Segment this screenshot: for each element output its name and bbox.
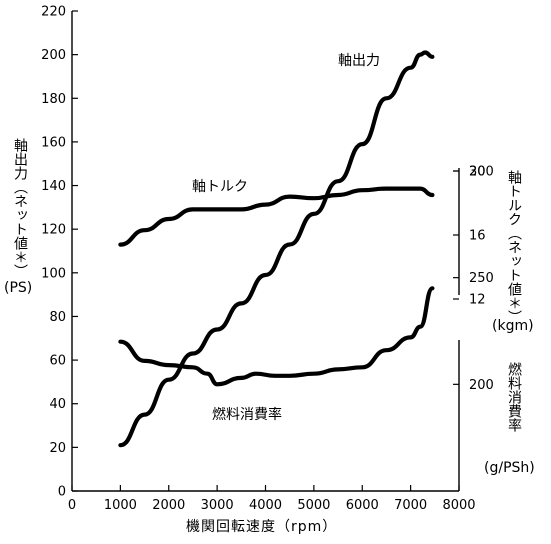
right-tick-label: 20 xyxy=(469,165,486,180)
left-axis-label: 軸出力（ネット値＊） xyxy=(12,138,28,278)
x-axis-label: 機関回転速度（rpm） xyxy=(186,519,338,535)
left-tick-label: 160 xyxy=(41,135,66,150)
right-axis-fuel-label: 燃料消費率 xyxy=(506,362,522,432)
x-tick-label: 2000 xyxy=(152,498,185,513)
left-tick-label: 200 xyxy=(41,48,66,63)
x-tick-label: 4000 xyxy=(249,498,282,513)
series-lines xyxy=(118,50,435,448)
right-tick-label: 250 xyxy=(469,271,494,286)
series-line-2 xyxy=(118,286,435,387)
left-tick-label: 40 xyxy=(49,397,66,412)
left-tick-label: 20 xyxy=(49,441,66,456)
left-tick-label: 0 xyxy=(58,485,66,500)
left-axis-unit: (PS) xyxy=(4,280,33,296)
series-label-fuel: 燃料消費率 xyxy=(212,406,282,423)
x-axis: 0 1000 2000 3000 4000 5000 6000 7000 8000 xyxy=(68,485,476,513)
left-tick-label: 80 xyxy=(49,310,66,325)
right-axis-torque: 12 16 20 xyxy=(453,165,486,308)
left-tick-label: 120 xyxy=(41,223,66,238)
left-tick-label: 60 xyxy=(49,354,66,369)
left-axis: 0 20 40 60 80 100 120 140 160 180 200 220 xyxy=(41,5,78,500)
right-tick-label: 300 xyxy=(469,165,494,180)
right-axis-fuel: 200 250 300 xyxy=(453,165,494,491)
right-tick-label: 12 xyxy=(469,293,486,308)
x-tick-label: 5000 xyxy=(297,498,330,513)
left-tick-label: 100 xyxy=(41,266,66,281)
series-line-1 xyxy=(118,186,435,247)
x-tick-label: 3000 xyxy=(201,498,234,513)
right-axis-torque-unit: (kgm) xyxy=(492,318,534,334)
series-line-0 xyxy=(118,50,435,448)
x-tick-label: 8000 xyxy=(442,498,475,513)
series-label-torque: 軸トルク xyxy=(192,179,248,195)
series-label-power: 軸出力 xyxy=(338,53,380,69)
left-tick-label: 220 xyxy=(41,5,66,20)
right-tick-label: 16 xyxy=(469,229,486,244)
x-tick-label: 0 xyxy=(68,498,76,513)
left-tick-label: 180 xyxy=(41,92,66,107)
x-tick-label: 7000 xyxy=(394,498,427,513)
x-tick-label: 1000 xyxy=(104,498,137,513)
right-axis-fuel-unit: (g/PSh) xyxy=(484,460,535,476)
left-tick-label: 140 xyxy=(41,179,66,194)
right-tick-label: 200 xyxy=(469,378,494,393)
right-axis-torque-label: 軸トルク（ネット値＊） xyxy=(506,170,522,324)
x-tick-label: 6000 xyxy=(346,498,379,513)
